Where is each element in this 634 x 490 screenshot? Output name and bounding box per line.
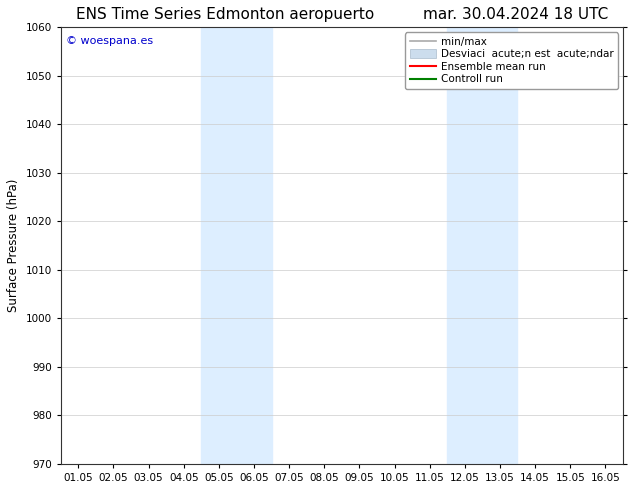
Bar bbox=[202, 27, 271, 464]
Bar bbox=[447, 27, 517, 464]
Title: ENS Time Series Edmonton aeropuerto          mar. 30.04.2024 18 UTC: ENS Time Series Edmonton aeropuerto mar.… bbox=[75, 7, 608, 22]
Y-axis label: Surface Pressure (hPa): Surface Pressure (hPa) bbox=[7, 179, 20, 312]
Legend: min/max, Desviaci  acute;n est  acute;ndar, Ensemble mean run, Controll run: min/max, Desviaci acute;n est acute;ndar… bbox=[405, 32, 618, 89]
Text: © woespana.es: © woespana.es bbox=[67, 36, 153, 46]
